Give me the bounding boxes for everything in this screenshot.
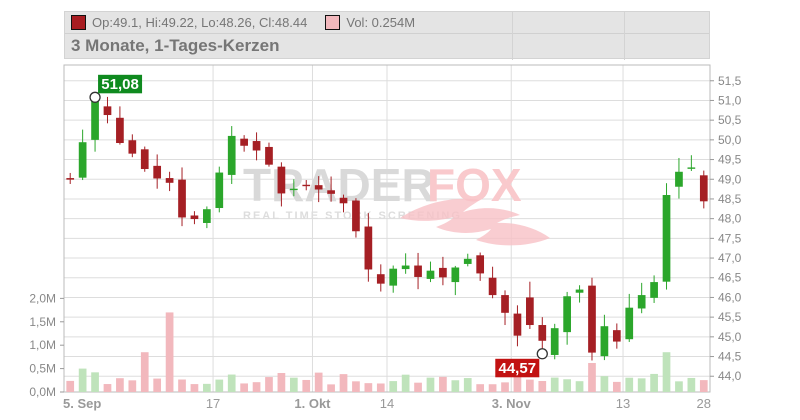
- svg-text:44,57: 44,57: [499, 360, 537, 377]
- svg-text:48,0: 48,0: [718, 212, 742, 226]
- svg-text:17: 17: [206, 396, 220, 411]
- svg-text:3. Nov: 3. Nov: [492, 396, 532, 411]
- svg-text:47,5: 47,5: [718, 231, 742, 245]
- svg-text:48,5: 48,5: [718, 192, 742, 206]
- svg-text:46,5: 46,5: [718, 271, 742, 285]
- svg-text:45,5: 45,5: [718, 310, 742, 324]
- svg-text:0,5M: 0,5M: [29, 362, 56, 376]
- svg-text:TRADER: TRADER: [243, 159, 435, 211]
- svg-text:44,5: 44,5: [718, 350, 742, 364]
- svg-text:44,0: 44,0: [718, 369, 742, 383]
- svg-text:1,0M: 1,0M: [29, 338, 56, 352]
- svg-text:2,0M: 2,0M: [29, 291, 56, 305]
- svg-text:1,5M: 1,5M: [29, 315, 56, 329]
- svg-text:1. Okt: 1. Okt: [294, 396, 331, 411]
- svg-text:28: 28: [697, 396, 711, 411]
- svg-text:13: 13: [616, 396, 630, 411]
- svg-text:50,0: 50,0: [718, 133, 742, 147]
- svg-text:51,08: 51,08: [101, 76, 139, 93]
- svg-text:49,5: 49,5: [718, 153, 742, 167]
- svg-text:51,0: 51,0: [718, 93, 742, 107]
- svg-text:49,0: 49,0: [718, 172, 742, 186]
- svg-text:45,0: 45,0: [718, 330, 742, 344]
- svg-text:5. Sep: 5. Sep: [63, 396, 101, 411]
- svg-text:47,0: 47,0: [718, 251, 742, 265]
- svg-text:14: 14: [380, 396, 394, 411]
- svg-text:46,0: 46,0: [718, 290, 742, 304]
- svg-text:51,5: 51,5: [718, 74, 742, 88]
- svg-text:0,0M: 0,0M: [29, 385, 56, 399]
- svg-text:50,5: 50,5: [718, 113, 742, 127]
